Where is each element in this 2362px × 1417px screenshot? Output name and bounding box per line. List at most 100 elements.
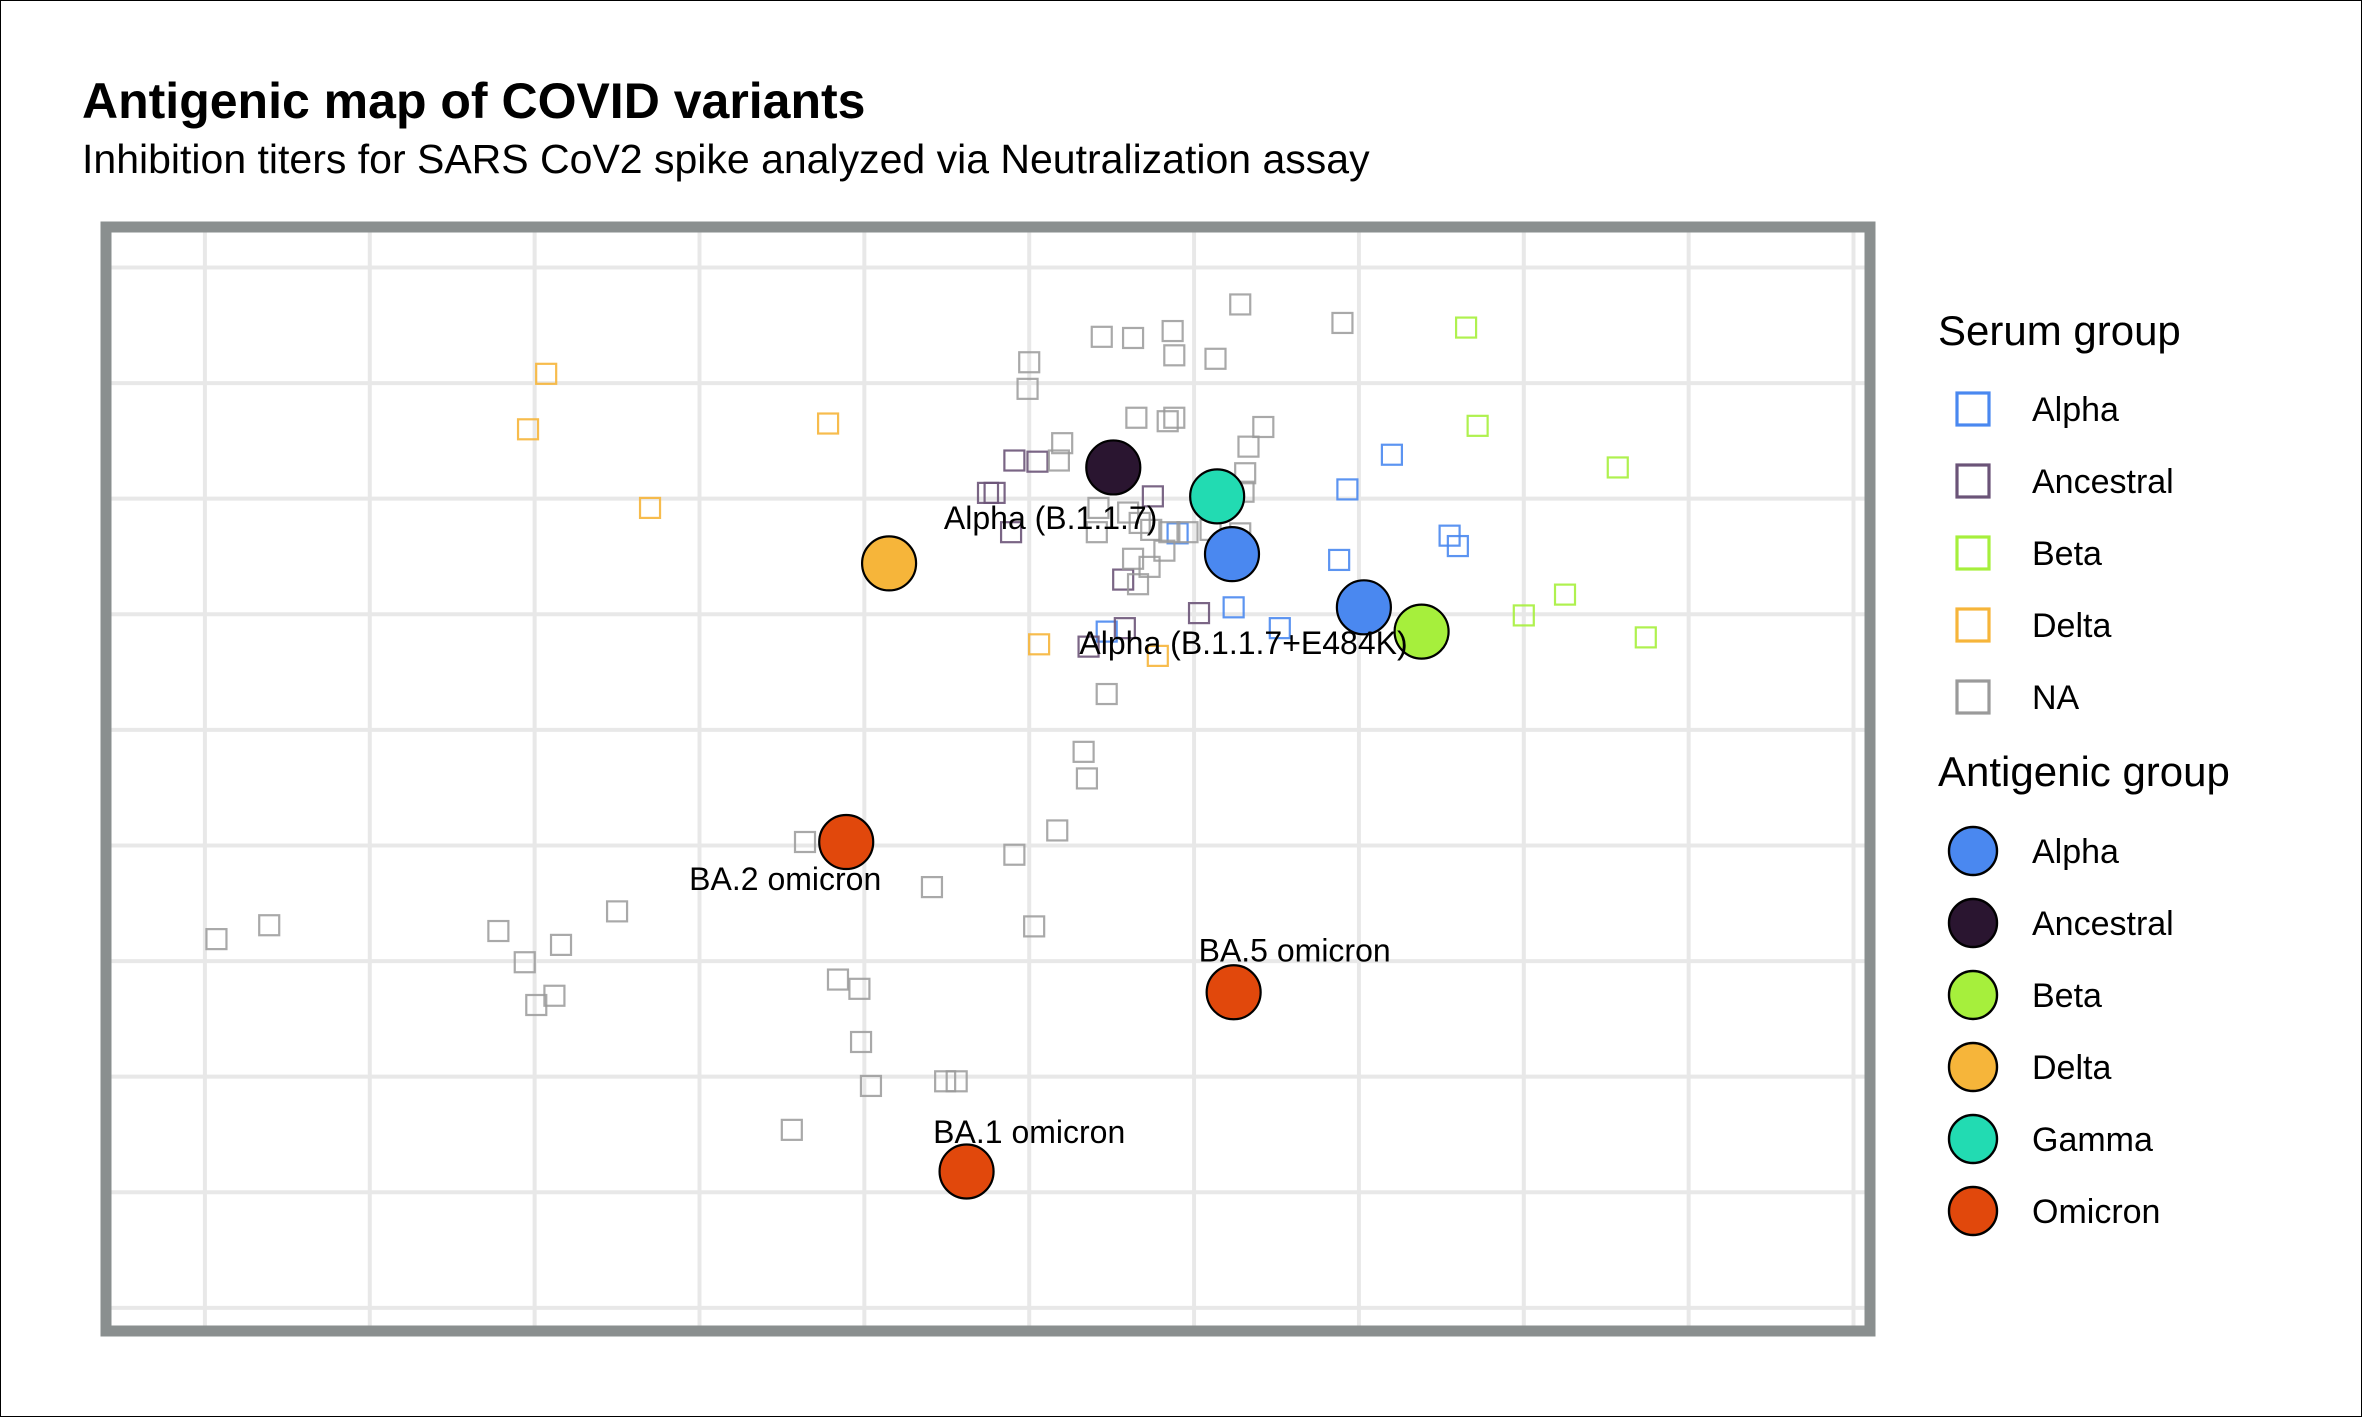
serum-point-alpha [1336, 478, 1359, 501]
legend-label-antigen: Delta [2032, 1049, 2111, 1087]
serum-point-na [1121, 547, 1145, 570]
serum-point-na [258, 914, 281, 937]
legend-key-serum-delta [1955, 607, 1991, 643]
legend-key-serum-ancestral [1955, 463, 1991, 499]
serum-point-beta [1634, 626, 1657, 649]
legend-label-antigen: Beta [2032, 977, 2102, 1015]
legend-title-antigen: Antigenic group [1938, 748, 2230, 795]
serum-point-na [1072, 740, 1095, 763]
chart-subtitle: Inhibition titers for SARS CoV2 spike an… [82, 136, 1370, 182]
serum-point-na [1087, 496, 1110, 520]
antigen-point-alpha [1203, 526, 1261, 583]
serum-point-delta [816, 412, 840, 435]
serum-point-na [1126, 573, 1150, 596]
serum-point-na [1075, 767, 1099, 790]
plot-border [100, 221, 1876, 1337]
legend-key-serum-beta [1955, 535, 1991, 571]
antigen-point-gamma [1189, 468, 1246, 525]
serum-point-na [1051, 432, 1074, 455]
antigen-label: BA.5 omicron [1199, 932, 1391, 968]
serum-point-ancestral [1187, 602, 1211, 625]
serum-point-delta [638, 496, 662, 520]
serum-point-na [1140, 518, 1163, 541]
chart-title: Antigenic map of COVID variants [82, 73, 866, 129]
legend-label-serum: Alpha [2032, 391, 2119, 429]
legend-key-antigen-gamma [1947, 1113, 1999, 1165]
serum-point-ancestral [1113, 617, 1136, 640]
serum-point-na [859, 1074, 883, 1098]
legend-label-antigen: Alpha [2032, 833, 2119, 871]
antigen-point-delta [860, 535, 918, 592]
legend-label-serum: NA [2032, 679, 2080, 717]
serum-point-na [945, 1070, 968, 1093]
serum-point-delta [516, 418, 540, 441]
serum-point-na [1156, 410, 1179, 433]
serum-point-na [1204, 347, 1227, 370]
serum-point-na [1121, 326, 1145, 350]
serum-point-na [793, 830, 817, 854]
serum-point-alpha [1328, 548, 1351, 572]
antigen-label: BA.2 omicron [689, 861, 881, 897]
serum-point-na [1128, 511, 1151, 535]
serum-point-na [1252, 415, 1275, 439]
serum-point-delta [1146, 644, 1169, 667]
serum-point-na [1331, 311, 1354, 335]
serum-point-na [205, 928, 228, 951]
serum-point-na [1234, 462, 1257, 485]
plot-panel: Alpha (B.1.1.7) Alpha (B.1.1.7+E484K) BA.2… [100, 221, 1876, 1337]
serum-point-na [1161, 319, 1184, 343]
legend-label-serum: Delta [2032, 607, 2111, 645]
serum-point-na [1176, 521, 1199, 544]
legend: Serum group Alpha Ancestral Beta Delta NA Anti… [1938, 307, 2230, 1237]
legend-key-antigen-ancestral [1947, 897, 1999, 949]
antigen-point-omicron [938, 1143, 995, 1200]
serum-point-na [1237, 435, 1260, 458]
serum-point-na [1158, 521, 1181, 544]
serum-point-na [1023, 915, 1046, 938]
legend-key-antigen-omicron [1947, 1185, 1999, 1237]
antigen-labels: Alpha (B.1.1.7) Alpha (B.1.1.7+E484K) BA.2… [689, 500, 1407, 1150]
antigen-point-omicron [818, 813, 875, 871]
serum-point-na [1125, 406, 1148, 429]
serum-point-na [780, 1118, 803, 1141]
antigen-label: BA.1 omicron [933, 1114, 1125, 1150]
serum-point-na [1016, 377, 1039, 400]
serum-point-beta [1512, 604, 1535, 627]
serum-point-na [1095, 682, 1118, 706]
antigen-point-alpha [1335, 579, 1392, 636]
legend-label-antigen: Omicron [2032, 1193, 2160, 1231]
serum-point-delta [1028, 633, 1051, 656]
legend-label-serum: Ancestral [2032, 463, 2174, 501]
serum-point-na [1153, 539, 1176, 562]
serum-point-na [1003, 843, 1026, 866]
serum-point-na [513, 951, 536, 974]
serum-point-ancestral [1077, 635, 1100, 658]
serum-point-na [826, 968, 850, 991]
antigen-point-omicron [1205, 964, 1262, 1021]
serum-point-na [605, 900, 629, 923]
grid [106, 227, 1870, 1331]
serum-point-alpha [1222, 596, 1245, 619]
antigen-point-ancestral [1085, 439, 1142, 496]
serum-point-na [934, 1070, 957, 1093]
legend-key-antigen-alpha [1947, 825, 1999, 877]
serum-point-beta [1606, 456, 1629, 479]
legend-label-serum: Beta [2032, 535, 2102, 573]
serum-point-beta [1454, 316, 1478, 339]
plot-background [106, 227, 1870, 1331]
serum-point-na [525, 993, 548, 1017]
serum-point-alpha [1095, 620, 1118, 643]
serum-point-na [1018, 351, 1041, 374]
serum-point-beta [1553, 583, 1577, 606]
legend-key-antigen-beta [1947, 969, 1999, 1021]
serum-point-ancestral [983, 481, 1006, 504]
serum-point-na [849, 1030, 873, 1054]
serum-point-na [920, 875, 944, 899]
serum-point-na [1138, 555, 1161, 578]
serum-point-na [487, 919, 510, 943]
serum-point-na [1163, 344, 1186, 367]
legend-key-serum-alpha [1955, 391, 1991, 427]
antigen-label: Alpha (B.1.1.7) [944, 500, 1157, 536]
serum-point-na [549, 933, 573, 956]
